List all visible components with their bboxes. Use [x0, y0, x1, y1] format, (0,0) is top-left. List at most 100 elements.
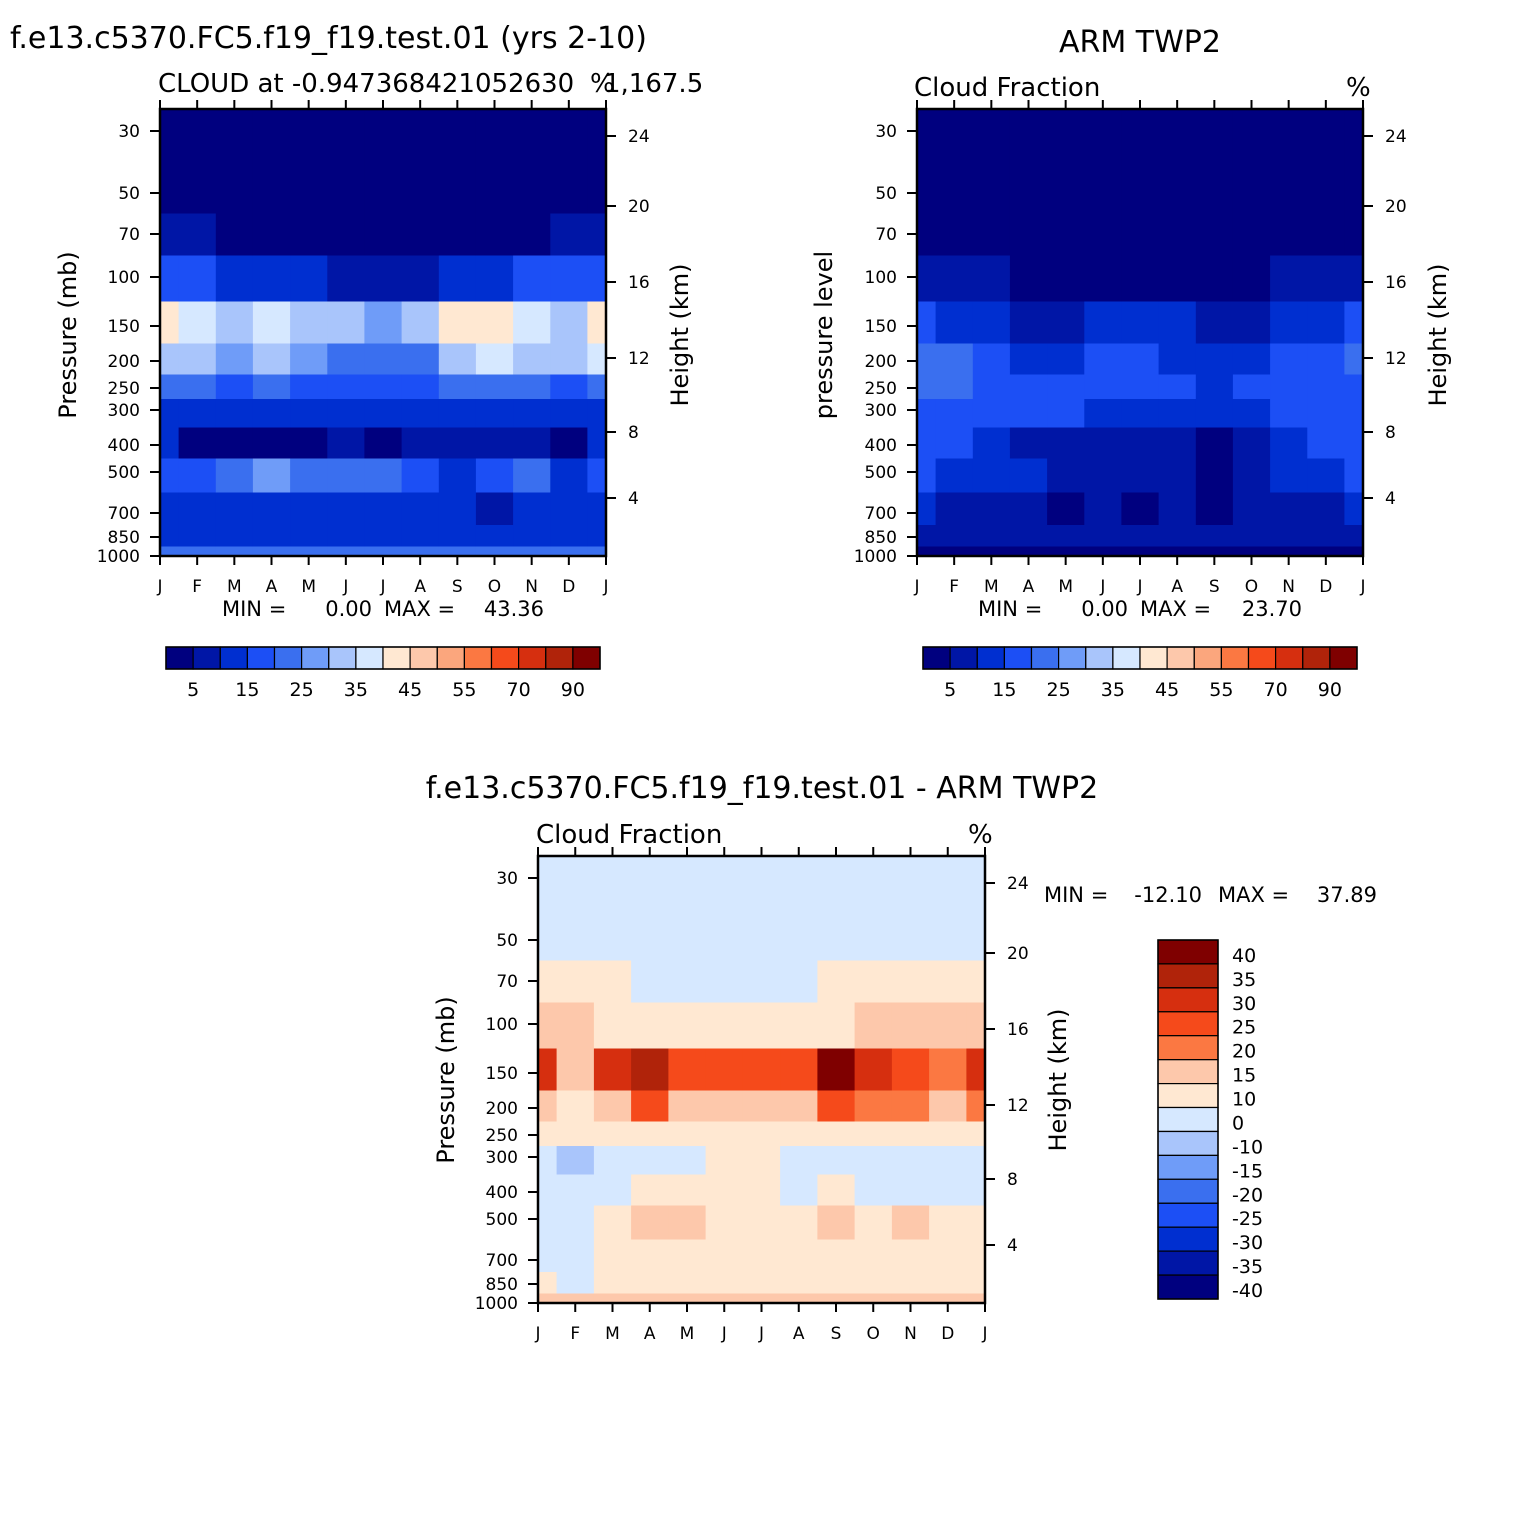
- colorbar-frame-model: [165, 646, 601, 670]
- heatmap-cell-model: [401, 525, 440, 548]
- heatmap-cell-model: [327, 109, 366, 163]
- heatmap-cell-obs: [1158, 255, 1197, 303]
- heatmap-cell-model: [475, 213, 514, 257]
- heatmap-cell-obs: [972, 213, 1011, 257]
- heatmap-cell-diff: [668, 1293, 707, 1304]
- panel-obs-figure-title: ARM TWP2: [1059, 25, 1221, 60]
- heatmap-cell-model: [215, 213, 254, 257]
- heatmap-cell-obs: [1158, 374, 1197, 400]
- y-tick-label-obs: 70: [875, 225, 897, 245]
- heatmap-cell-obs: [1307, 109, 1346, 163]
- heatmap-cell-model: [438, 374, 477, 400]
- heatmap-cell-model: [290, 255, 328, 303]
- heatmap-cell-model: [550, 525, 589, 548]
- heatmap-cell-model: [438, 162, 477, 215]
- heatmap-cell-obs: [1344, 399, 1364, 429]
- heatmap-cell-model: [587, 546, 607, 557]
- heatmap-cell-model: [290, 546, 328, 557]
- heatmap-cell-model: [178, 343, 217, 376]
- heatmap-cell-diff: [631, 1293, 669, 1304]
- colorbar-label-obs: 15: [992, 679, 1016, 701]
- heatmap-cell-obs: [1344, 301, 1364, 345]
- y-tick-label-obs: 250: [865, 379, 897, 399]
- heatmap-cell-model: [215, 255, 254, 303]
- colorbar-box-model: [273, 646, 303, 670]
- x-tick-label-obs: A: [1171, 577, 1183, 597]
- heatmap-cell-model: [401, 374, 440, 400]
- heatmap-cell-model: [252, 343, 291, 376]
- heatmap-cell-model: [513, 458, 551, 494]
- heatmap-cell-model: [513, 109, 551, 163]
- heatmap-cell-diff: [966, 909, 986, 962]
- heatmap-cell-diff: [631, 1272, 669, 1295]
- x-tick-label-diff: J: [721, 1324, 727, 1344]
- heatmap-cell-model: [587, 427, 607, 460]
- heatmap-cell-model: [401, 162, 440, 215]
- x-tick-label-diff: J: [534, 1324, 540, 1344]
- heatmap-cell-diff: [817, 1048, 856, 1092]
- colorbar-label-diff: 30: [1232, 993, 1256, 1015]
- heatmap-cell-diff: [854, 1174, 893, 1207]
- heatmap-cell-diff: [556, 1121, 595, 1147]
- heatmap-cell-model: [475, 492, 514, 526]
- colorbar-box-diff: [1157, 1178, 1219, 1204]
- panel-obs-min-label: MIN =: [978, 597, 1042, 621]
- x-tick-label-model: J: [379, 577, 385, 597]
- heatmap-cell-model: [475, 109, 514, 163]
- heatmap-cell-diff: [817, 1146, 856, 1176]
- heatmap-cell-diff: [668, 1121, 707, 1147]
- y2-tick-label-obs: 20: [1385, 197, 1407, 217]
- panel-diff-figure-title: f.e13.c5370.FC5.f19_f19.test.01 - ARM TW…: [426, 771, 1098, 806]
- heatmap-cell-model: [327, 427, 366, 460]
- colorbar-label-model: 45: [398, 679, 422, 701]
- y-tick-label-diff: 50: [496, 931, 518, 951]
- y2-tick-label-diff: 20: [1007, 944, 1029, 964]
- heatmap-cell-obs: [1195, 213, 1234, 257]
- x-tick-label-model: M: [301, 577, 316, 597]
- heatmap-cell-model: [438, 525, 477, 548]
- x-tick-label-diff: A: [644, 1324, 656, 1344]
- heatmap-cell-obs: [917, 492, 937, 526]
- heatmap-cell-obs: [1084, 546, 1123, 557]
- heatmap-cell-model: [215, 343, 254, 376]
- heatmap-cell-model: [290, 343, 328, 376]
- heatmap-cell-diff: [966, 1002, 986, 1050]
- heatmap-cell-model: [327, 492, 366, 526]
- y-tick-label-model: 850: [108, 528, 140, 548]
- heatmap-cell-model: [290, 301, 328, 345]
- panel-model-title-left: CLOUD at -0.947368421052630: [158, 69, 574, 99]
- heatmap-cell-diff: [538, 1146, 558, 1176]
- heatmap-cell-diff: [780, 1293, 818, 1304]
- heatmap-cell-diff: [668, 1239, 707, 1273]
- x-tick-label-diff: J: [758, 1324, 764, 1344]
- heatmap-cell-diff: [891, 1272, 930, 1295]
- colorbar-label-diff: -35: [1232, 1256, 1263, 1278]
- heatmap-cell-model: [290, 427, 328, 460]
- heatmap-cell-diff: [854, 1239, 893, 1273]
- heatmap-cell-diff: [538, 1002, 558, 1050]
- panel-obs-min-value: 0.00: [1081, 597, 1128, 621]
- colorbar-label-model: 5: [187, 679, 199, 701]
- colorbar-box-model: [490, 646, 520, 670]
- heatmap-cell-obs: [1009, 301, 1048, 345]
- heatmap-cell-model: [475, 546, 514, 557]
- heatmap-cell-model: [215, 427, 254, 460]
- heatmap-cell-model: [401, 301, 440, 345]
- heatmap-cell-obs: [1195, 525, 1234, 548]
- heatmap-cell-model: [327, 458, 366, 494]
- y-tick-label-model: 400: [108, 436, 140, 456]
- y-tick-label-model: 150: [108, 317, 140, 337]
- heatmap-cell-obs: [1232, 492, 1271, 526]
- heatmap-cell-diff: [593, 1048, 632, 1092]
- heatmap-cell-model: [327, 255, 366, 303]
- colorbar-label-diff: -40: [1232, 1280, 1263, 1302]
- heatmap-cell-obs: [1307, 301, 1346, 345]
- heatmap-cell-obs: [1344, 374, 1364, 400]
- heatmap-cell-model: [364, 427, 403, 460]
- colorbar-box-diff: [1157, 1106, 1219, 1132]
- heatmap-cell-model: [327, 546, 366, 557]
- heatmap-cell-diff: [556, 1048, 595, 1092]
- heatmap-cell-diff: [854, 1002, 893, 1050]
- heatmap-cell-model: [364, 399, 403, 429]
- heatmap-cell-diff: [966, 1293, 986, 1304]
